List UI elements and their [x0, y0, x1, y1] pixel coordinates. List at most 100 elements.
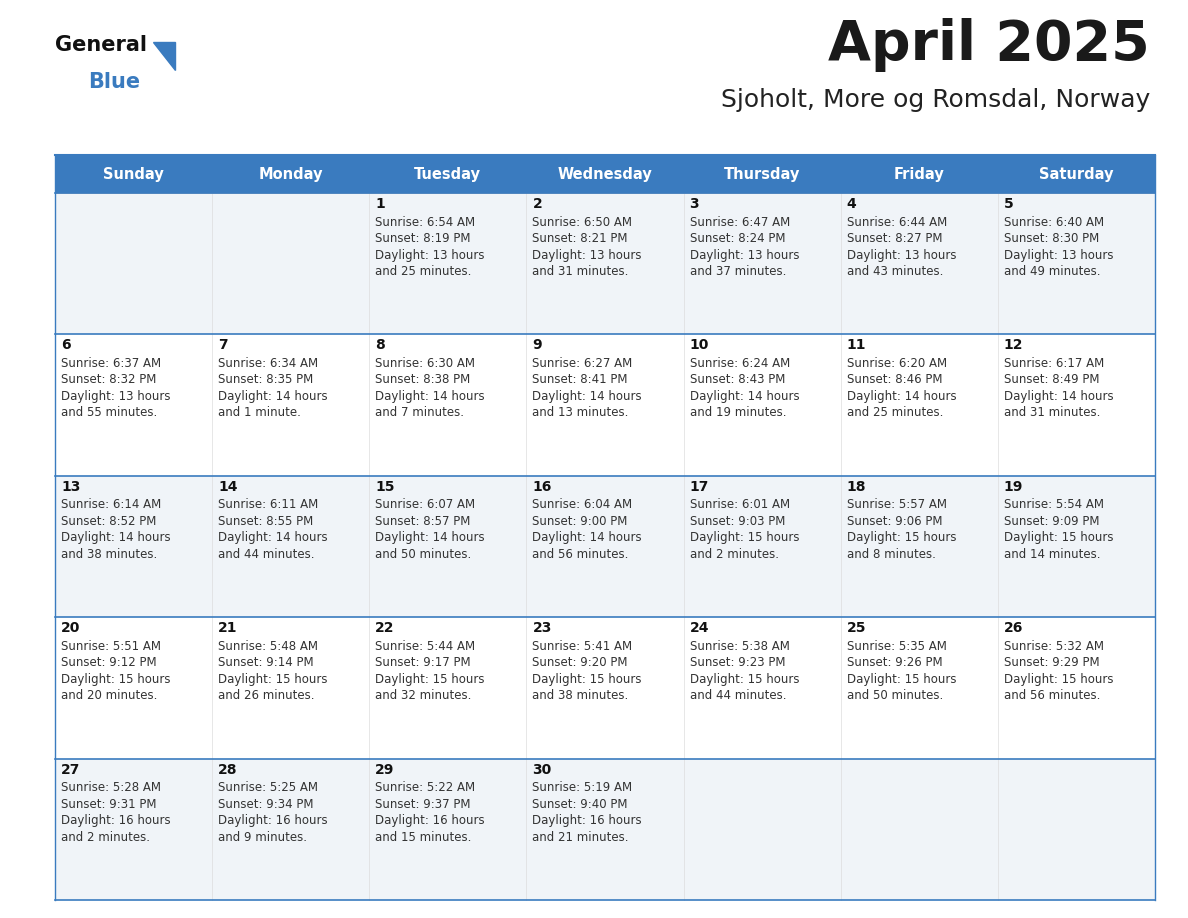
Text: Sunrise: 5:28 AM: Sunrise: 5:28 AM	[61, 781, 162, 794]
Text: Sunset: 9:12 PM: Sunset: 9:12 PM	[61, 656, 157, 669]
Text: and 31 minutes.: and 31 minutes.	[1004, 407, 1100, 420]
Text: Sunset: 8:55 PM: Sunset: 8:55 PM	[219, 515, 314, 528]
Text: 19: 19	[1004, 480, 1023, 494]
Text: Sunset: 8:30 PM: Sunset: 8:30 PM	[1004, 232, 1099, 245]
Text: General: General	[55, 35, 147, 55]
Text: Daylight: 15 hours: Daylight: 15 hours	[689, 532, 800, 544]
Text: Sunrise: 5:38 AM: Sunrise: 5:38 AM	[689, 640, 790, 653]
Text: Sunset: 9:03 PM: Sunset: 9:03 PM	[689, 515, 785, 528]
Text: Sjoholt, More og Romsdal, Norway: Sjoholt, More og Romsdal, Norway	[721, 88, 1150, 112]
Text: Sunrise: 6:17 AM: Sunrise: 6:17 AM	[1004, 357, 1104, 370]
Text: Tuesday: Tuesday	[415, 166, 481, 182]
Text: Sunset: 9:37 PM: Sunset: 9:37 PM	[375, 798, 470, 811]
Text: 22: 22	[375, 621, 394, 635]
Polygon shape	[153, 42, 175, 70]
Text: 9: 9	[532, 339, 542, 353]
Text: Sunset: 8:35 PM: Sunset: 8:35 PM	[219, 374, 314, 386]
Text: Blue: Blue	[88, 72, 140, 92]
Text: Sunset: 8:38 PM: Sunset: 8:38 PM	[375, 374, 470, 386]
Text: 15: 15	[375, 480, 394, 494]
Text: Sunrise: 5:48 AM: Sunrise: 5:48 AM	[219, 640, 318, 653]
Text: Sunrise: 6:01 AM: Sunrise: 6:01 AM	[689, 498, 790, 511]
Text: Daylight: 16 hours: Daylight: 16 hours	[375, 814, 485, 827]
Text: Sunset: 9:06 PM: Sunset: 9:06 PM	[847, 515, 942, 528]
Text: Sunrise: 5:54 AM: Sunrise: 5:54 AM	[1004, 498, 1104, 511]
Text: and 25 minutes.: and 25 minutes.	[847, 407, 943, 420]
Bar	[526, 155, 683, 193]
Text: Daylight: 15 hours: Daylight: 15 hours	[1004, 532, 1113, 544]
Bar	[841, 155, 998, 193]
Text: 13: 13	[61, 480, 81, 494]
Text: and 15 minutes.: and 15 minutes.	[375, 831, 472, 844]
Text: Daylight: 15 hours: Daylight: 15 hours	[61, 673, 171, 686]
Text: and 14 minutes.: and 14 minutes.	[1004, 548, 1100, 561]
Text: Sunset: 8:49 PM: Sunset: 8:49 PM	[1004, 374, 1099, 386]
Text: Daylight: 14 hours: Daylight: 14 hours	[532, 390, 642, 403]
Text: Monday: Monday	[259, 166, 323, 182]
Text: Daylight: 14 hours: Daylight: 14 hours	[847, 390, 956, 403]
Bar	[369, 155, 526, 193]
Text: Sunrise: 6:50 AM: Sunrise: 6:50 AM	[532, 216, 632, 229]
Text: 28: 28	[219, 763, 238, 777]
Text: Sunrise: 6:47 AM: Sunrise: 6:47 AM	[689, 216, 790, 229]
Text: Daylight: 14 hours: Daylight: 14 hours	[375, 390, 485, 403]
Text: 21: 21	[219, 621, 238, 635]
Text: Sunrise: 6:30 AM: Sunrise: 6:30 AM	[375, 357, 475, 370]
Text: Sunrise: 6:54 AM: Sunrise: 6:54 AM	[375, 216, 475, 229]
Text: Sunrise: 6:14 AM: Sunrise: 6:14 AM	[61, 498, 162, 511]
Text: and 2 minutes.: and 2 minutes.	[689, 548, 778, 561]
Text: Sunrise: 6:04 AM: Sunrise: 6:04 AM	[532, 498, 632, 511]
Text: Sunrise: 5:32 AM: Sunrise: 5:32 AM	[1004, 640, 1104, 653]
Bar	[998, 155, 1155, 193]
Text: Daylight: 15 hours: Daylight: 15 hours	[219, 673, 328, 686]
Text: Sunrise: 5:19 AM: Sunrise: 5:19 AM	[532, 781, 632, 794]
Text: Sunrise: 5:51 AM: Sunrise: 5:51 AM	[61, 640, 162, 653]
Text: 18: 18	[847, 480, 866, 494]
Text: Sunrise: 6:11 AM: Sunrise: 6:11 AM	[219, 498, 318, 511]
Text: Daylight: 13 hours: Daylight: 13 hours	[532, 249, 642, 262]
Text: Daylight: 13 hours: Daylight: 13 hours	[61, 390, 171, 403]
Text: 20: 20	[61, 621, 81, 635]
Text: Wednesday: Wednesday	[557, 166, 652, 182]
Text: and 44 minutes.: and 44 minutes.	[219, 548, 315, 561]
Text: 17: 17	[689, 480, 709, 494]
Text: Daylight: 16 hours: Daylight: 16 hours	[61, 814, 171, 827]
Text: and 1 minute.: and 1 minute.	[219, 407, 301, 420]
Text: Sunrise: 5:22 AM: Sunrise: 5:22 AM	[375, 781, 475, 794]
Text: 5: 5	[1004, 197, 1013, 211]
Text: Sunrise: 6:40 AM: Sunrise: 6:40 AM	[1004, 216, 1104, 229]
Text: Sunset: 8:57 PM: Sunset: 8:57 PM	[375, 515, 470, 528]
Text: and 13 minutes.: and 13 minutes.	[532, 407, 628, 420]
Text: 2: 2	[532, 197, 542, 211]
Text: and 8 minutes.: and 8 minutes.	[847, 548, 936, 561]
Text: 25: 25	[847, 621, 866, 635]
Text: Sunrise: 6:07 AM: Sunrise: 6:07 AM	[375, 498, 475, 511]
Text: Sunrise: 6:24 AM: Sunrise: 6:24 AM	[689, 357, 790, 370]
Text: Daylight: 13 hours: Daylight: 13 hours	[375, 249, 485, 262]
Text: and 32 minutes.: and 32 minutes.	[375, 689, 472, 702]
Text: Sunrise: 6:37 AM: Sunrise: 6:37 AM	[61, 357, 162, 370]
Text: Daylight: 15 hours: Daylight: 15 hours	[847, 532, 956, 544]
Text: and 38 minutes.: and 38 minutes.	[532, 689, 628, 702]
Text: and 43 minutes.: and 43 minutes.	[847, 265, 943, 278]
Text: Sunrise: 5:41 AM: Sunrise: 5:41 AM	[532, 640, 632, 653]
Text: and 49 minutes.: and 49 minutes.	[1004, 265, 1100, 278]
Text: and 55 minutes.: and 55 minutes.	[61, 407, 157, 420]
Text: and 26 minutes.: and 26 minutes.	[219, 689, 315, 702]
Text: Daylight: 14 hours: Daylight: 14 hours	[532, 532, 642, 544]
Text: Sunset: 8:19 PM: Sunset: 8:19 PM	[375, 232, 470, 245]
Text: Thursday: Thursday	[723, 166, 801, 182]
Text: Sunset: 8:52 PM: Sunset: 8:52 PM	[61, 515, 157, 528]
Text: and 20 minutes.: and 20 minutes.	[61, 689, 157, 702]
Bar	[683, 155, 841, 193]
Bar	[55, 155, 213, 193]
Text: Daylight: 15 hours: Daylight: 15 hours	[375, 673, 485, 686]
Text: Friday: Friday	[893, 166, 944, 182]
Text: Daylight: 15 hours: Daylight: 15 hours	[532, 673, 642, 686]
Text: Sunset: 9:31 PM: Sunset: 9:31 PM	[61, 798, 157, 811]
Text: and 50 minutes.: and 50 minutes.	[847, 689, 943, 702]
Text: and 56 minutes.: and 56 minutes.	[1004, 689, 1100, 702]
Text: 29: 29	[375, 763, 394, 777]
Text: Daylight: 14 hours: Daylight: 14 hours	[1004, 390, 1113, 403]
Text: Sunset: 9:26 PM: Sunset: 9:26 PM	[847, 656, 942, 669]
